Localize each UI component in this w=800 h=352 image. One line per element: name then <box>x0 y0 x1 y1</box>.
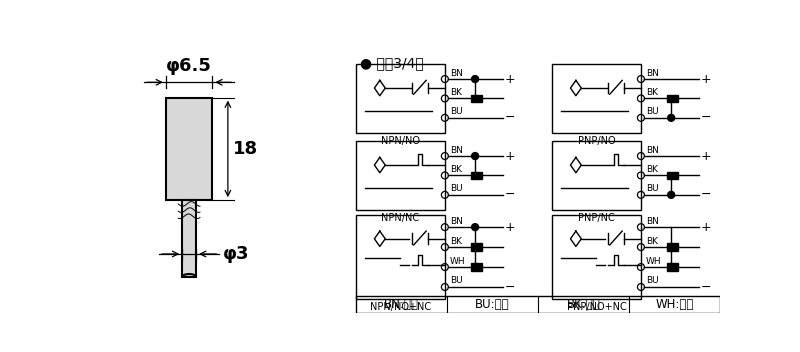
Bar <box>667 171 678 179</box>
Text: BU: BU <box>450 276 462 285</box>
Bar <box>470 95 482 102</box>
Text: −: − <box>505 281 515 294</box>
Text: BU: BU <box>450 107 462 116</box>
Text: +: + <box>505 73 515 86</box>
Text: BU: BU <box>450 184 462 193</box>
Text: BN: BN <box>646 69 659 77</box>
Bar <box>470 243 482 251</box>
Text: NPN/NO+NC: NPN/NO+NC <box>370 302 431 312</box>
Text: WH:白色: WH:白色 <box>655 298 694 311</box>
Bar <box>356 215 445 298</box>
Text: PNP/NO+NC: PNP/NO+NC <box>566 302 626 312</box>
Text: −: − <box>701 281 711 294</box>
Text: NPN/NC: NPN/NC <box>382 213 419 223</box>
Text: BK: BK <box>646 88 658 97</box>
Bar <box>356 296 720 313</box>
Bar <box>552 141 641 210</box>
Bar <box>166 98 212 200</box>
Circle shape <box>668 264 674 271</box>
Text: BN: BN <box>450 145 462 155</box>
Text: NPN/NO: NPN/NO <box>381 136 420 146</box>
Text: ● 直涁3/4线: ● 直涁3/4线 <box>360 56 423 70</box>
Circle shape <box>472 76 478 82</box>
Bar <box>182 200 196 277</box>
Text: BN: BN <box>450 69 462 77</box>
Bar <box>470 263 482 271</box>
Text: BN: BN <box>646 145 659 155</box>
Bar <box>356 64 445 133</box>
Text: WH: WH <box>646 257 662 265</box>
Text: +: + <box>505 150 515 163</box>
Text: −: − <box>505 188 515 201</box>
Bar <box>667 263 678 271</box>
Text: BU: BU <box>646 184 658 193</box>
Text: −: − <box>505 111 515 124</box>
Text: 18: 18 <box>233 140 258 158</box>
Text: PNP/NO: PNP/NO <box>578 136 615 146</box>
Text: +: + <box>701 73 711 86</box>
Text: BU: BU <box>646 107 658 116</box>
Text: BN: BN <box>450 216 462 226</box>
Bar <box>552 64 641 133</box>
Text: +: + <box>701 221 711 234</box>
Text: BU: BU <box>646 276 658 285</box>
Text: BK: BK <box>450 165 462 174</box>
Bar <box>667 243 678 251</box>
Text: PNP/NC: PNP/NC <box>578 213 614 223</box>
Text: BK: BK <box>646 237 658 246</box>
Text: −: − <box>701 188 711 201</box>
Bar <box>552 215 641 298</box>
Text: WH: WH <box>450 257 466 265</box>
Text: +: + <box>701 150 711 163</box>
Text: +: + <box>505 221 515 234</box>
Circle shape <box>472 224 478 231</box>
Circle shape <box>668 114 674 121</box>
Bar <box>356 141 445 210</box>
Text: BK: BK <box>450 237 462 246</box>
Text: BK:黑色: BK:黑色 <box>566 298 600 311</box>
Text: BN:棕色: BN:棕色 <box>384 298 418 311</box>
Bar <box>667 95 678 102</box>
Text: BK: BK <box>646 165 658 174</box>
Text: φ6.5: φ6.5 <box>166 57 212 75</box>
Text: −: − <box>701 111 711 124</box>
Text: BK: BK <box>450 88 462 97</box>
Circle shape <box>668 191 674 198</box>
Text: BN: BN <box>646 216 659 226</box>
Circle shape <box>472 152 478 159</box>
Text: BU:兰色: BU:兰色 <box>475 298 510 311</box>
Text: φ3: φ3 <box>223 245 250 263</box>
Bar <box>470 171 482 179</box>
